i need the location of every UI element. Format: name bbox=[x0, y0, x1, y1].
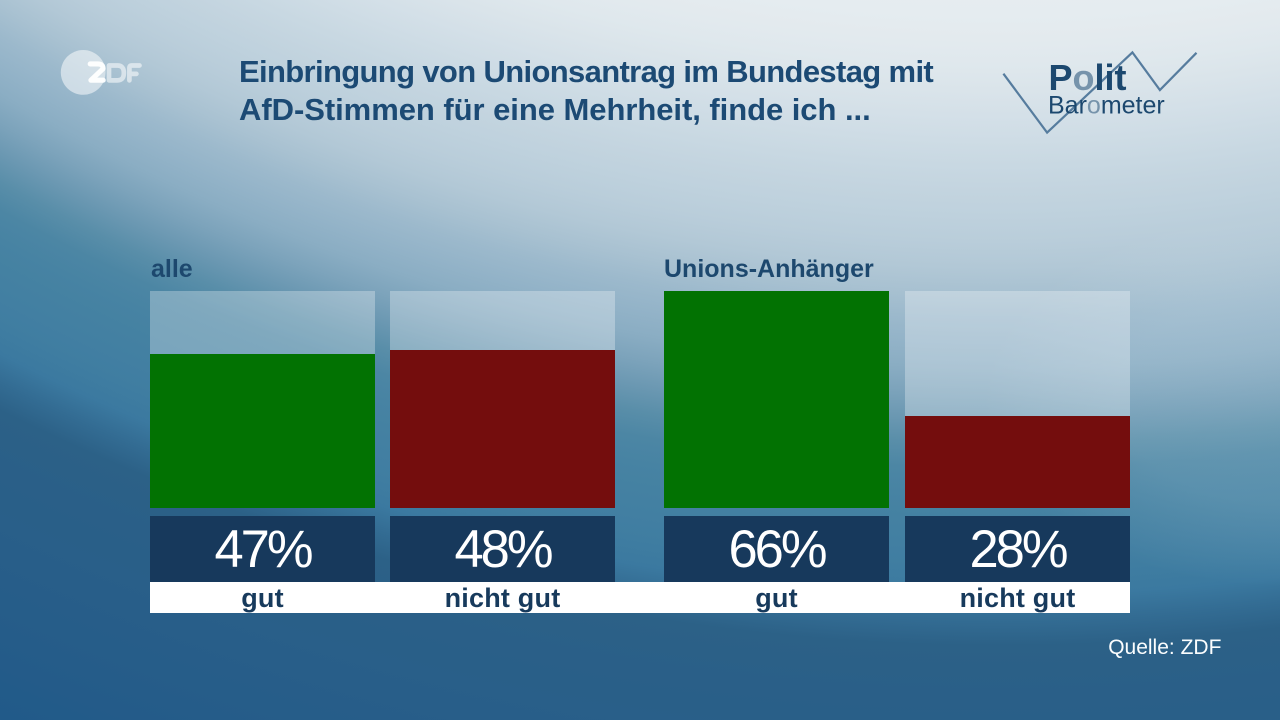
svg-text:Polit: Polit bbox=[1049, 57, 1127, 98]
svg-text:Barometer: Barometer bbox=[1048, 91, 1165, 119]
